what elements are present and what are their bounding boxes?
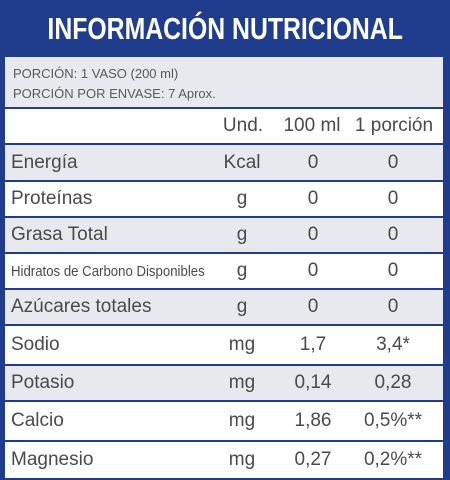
- header: INFORMACIÓN NUTRICIONAL: [0, 0, 450, 57]
- table-row: Grasa Total g 0 0: [5, 218, 443, 254]
- table-row: Potasio mg 0,14 0,28: [5, 366, 443, 402]
- row-value-100ml: 0: [307, 151, 319, 173]
- row-value-portion: 0,2%**: [363, 449, 423, 470]
- portions-per-container: PORCIÓN POR ENVASE: 7 Aprox.: [13, 86, 216, 101]
- row-value-100ml: 0,27: [294, 449, 332, 470]
- table-row: Calcio mg 1,86 0,5%**: [5, 402, 443, 442]
- row-unit: mg: [228, 410, 256, 431]
- row-value-100ml: 0: [307, 260, 319, 281]
- row-label: Potasio: [11, 372, 75, 393]
- row-label: Azúcares totales: [11, 296, 152, 317]
- row-value-portion: 0,28: [374, 372, 412, 393]
- row-value-portion: 0: [387, 188, 399, 209]
- table-row: Hidratos de Carbono Disponibles g 0 0: [5, 254, 443, 290]
- nutrition-table: PORCIÓN: 1 VASO (200 ml) PORCIÓN POR ENV…: [5, 57, 443, 478]
- row-unit: mg: [228, 449, 256, 470]
- row-unit: mg: [228, 372, 256, 393]
- column-header-100ml: 100 ml: [283, 115, 341, 136]
- portion-info: PORCIÓN: 1 VASO (200 ml) PORCIÓN POR ENV…: [5, 57, 443, 109]
- row-value-100ml: 0: [307, 224, 319, 245]
- row-value-portion: 0: [387, 260, 399, 281]
- table-row: Magnesio mg 0,27 0,2%**: [5, 442, 443, 478]
- panel-title: INFORMACIÓN NUTRICIONAL: [47, 10, 403, 46]
- column-header-portion: 1 porción: [354, 115, 434, 136]
- row-label: Energía: [11, 151, 78, 173]
- row-label: Hidratos de Carbono Disponibles: [11, 262, 205, 280]
- row-value-portion: 0: [387, 224, 399, 245]
- row-value-100ml: 0: [307, 188, 319, 209]
- row-value-100ml: 1,86: [294, 410, 332, 431]
- row-value-100ml: 0: [307, 296, 319, 317]
- row-label: Calcio: [11, 410, 64, 431]
- row-value-100ml: 0,14: [294, 372, 332, 393]
- row-value-portion: 0,5%**: [363, 410, 423, 431]
- row-label: Sodio: [11, 334, 60, 355]
- row-label: Magnesio: [11, 449, 94, 470]
- row-unit: g: [236, 188, 248, 209]
- row-label: Proteínas: [11, 188, 93, 209]
- portion-size: PORCIÓN: 1 VASO (200 ml): [13, 66, 179, 81]
- row-unit: g: [236, 260, 248, 281]
- row-value-portion: 0: [387, 151, 399, 173]
- row-label: Grasa Total: [11, 224, 108, 245]
- row-unit: mg: [228, 334, 256, 355]
- table-row: Sodio mg 1,7 3,4*: [5, 326, 443, 366]
- row-unit: Kcal: [223, 151, 261, 173]
- table-row: Proteínas g 0 0: [5, 182, 443, 218]
- row-value-portion: 3,4*: [376, 334, 410, 355]
- row-unit: g: [236, 224, 248, 245]
- table-row: Azúcares totales g 0 0: [5, 290, 443, 326]
- column-header-row: Und. 100 ml 1 porción: [5, 109, 443, 145]
- column-header-unit: Und.: [222, 115, 264, 136]
- table-row: Energía Kcal 0 0: [5, 145, 443, 182]
- row-value-portion: 0: [387, 296, 399, 317]
- row-unit: g: [236, 296, 248, 317]
- row-value-100ml: 1,7: [299, 334, 327, 355]
